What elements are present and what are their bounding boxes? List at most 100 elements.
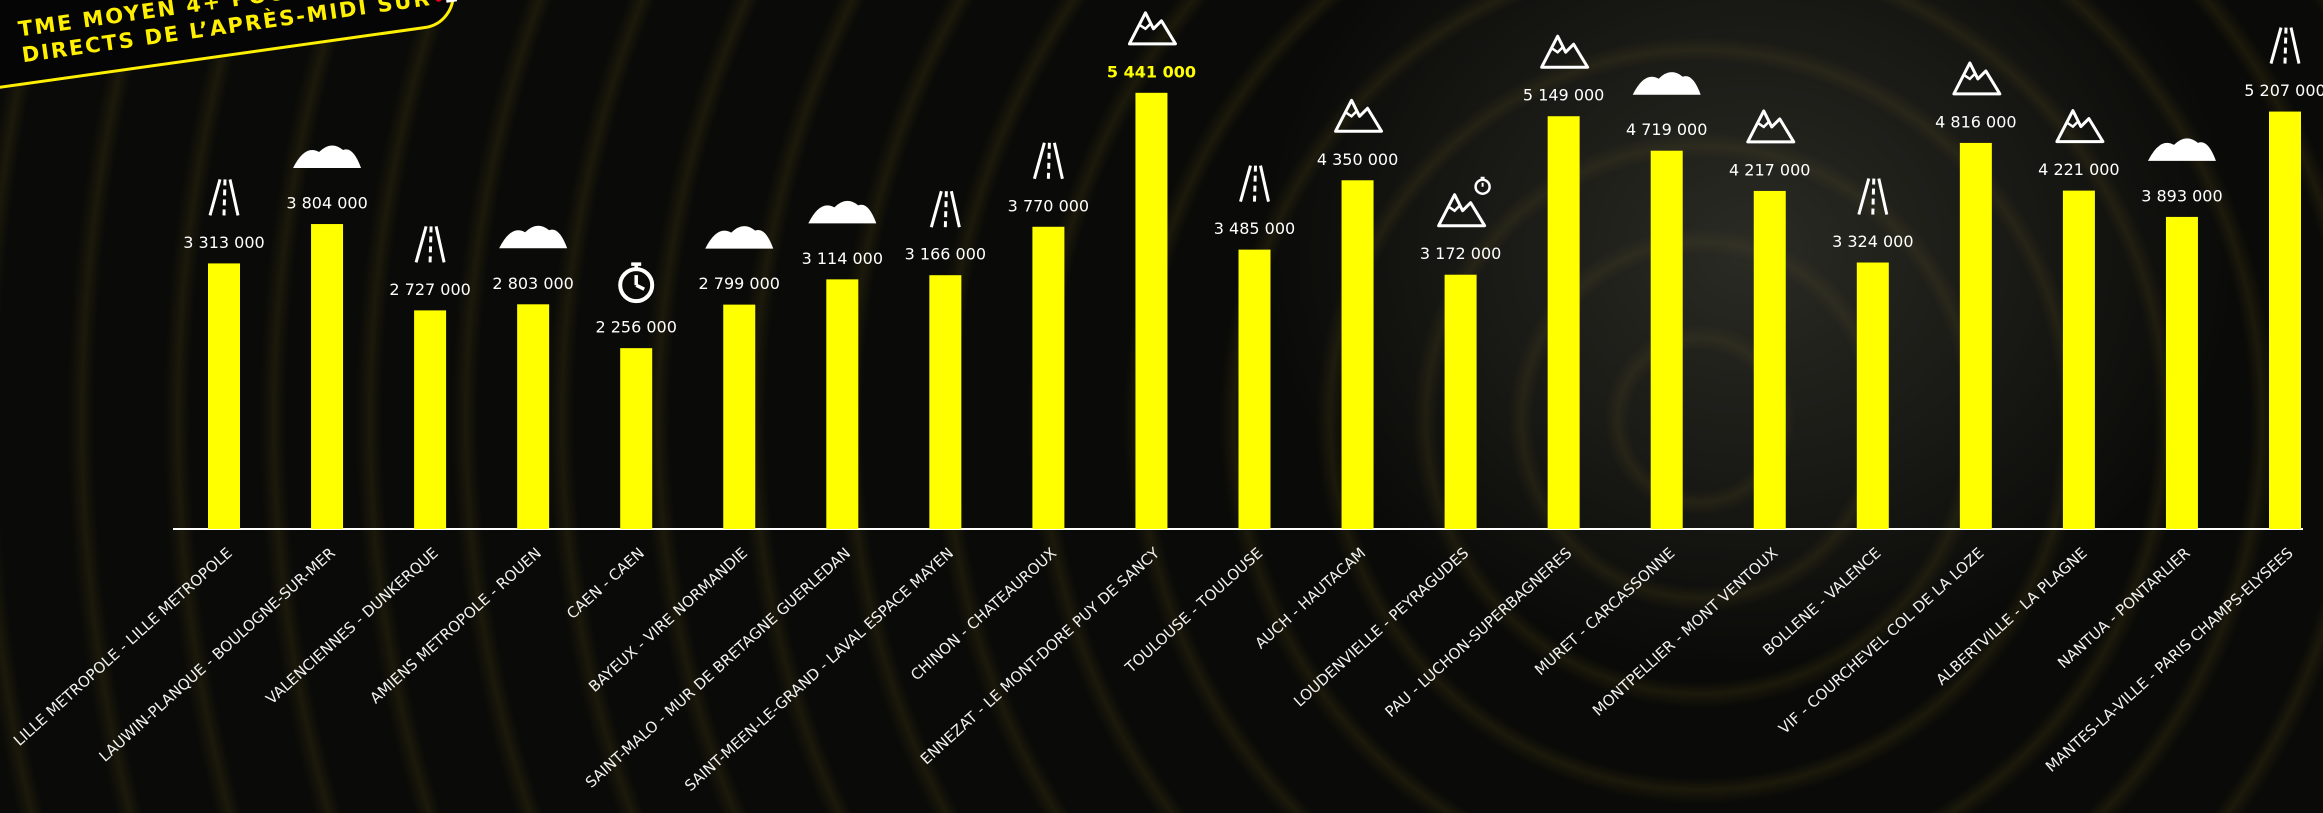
value-label: 3 166 000 (905, 245, 986, 264)
bar (1341, 180, 1374, 529)
icon-part (1344, 110, 1358, 118)
icon-part (1632, 72, 1701, 95)
icon-part (499, 225, 568, 249)
value-label: 3 172 000 (1420, 244, 1501, 263)
bar (2269, 111, 2301, 529)
stage-icon (1032, 142, 1064, 180)
icon-part (2283, 27, 2288, 64)
bar (723, 304, 756, 529)
x-tick-label: MONTPELLIER - MONT VENTOUX (1589, 544, 1781, 720)
stage-icon (705, 226, 774, 249)
icon-part (1963, 73, 1976, 81)
bar (414, 310, 447, 529)
x-tick-label: VALENCIENNES - DUNKERQUE (262, 544, 441, 708)
x-tick-label: VIF - COURCHEVEL COL DE LA LOZE (1775, 544, 1987, 738)
stage-icon (2147, 138, 2216, 161)
stage-icon (1540, 34, 1590, 69)
bar (1753, 190, 1786, 529)
icon-part (1447, 204, 1461, 213)
icon-part (2055, 109, 2105, 144)
icon-part (1952, 61, 2002, 96)
x-tick-label: LAUWIN-PLANQUE - BOULOGNE-SUR-MER (96, 544, 339, 765)
icon-part (1550, 46, 1564, 54)
icon-part (208, 179, 240, 216)
bar (1444, 274, 1477, 529)
icon-part (1871, 178, 1876, 215)
value-label: 3 114 000 (802, 249, 883, 268)
icon-part (631, 262, 645, 291)
value-label: 3 313 000 (183, 233, 264, 252)
value-label: 4 816 000 (1935, 112, 2016, 131)
icon-part (428, 226, 433, 263)
icon-part (1757, 121, 1770, 129)
icon-part (1032, 142, 1064, 180)
stage-icon (1952, 61, 2002, 96)
stage-icon (1127, 11, 1177, 46)
value-label: 2 256 000 (595, 318, 676, 337)
icon-part (293, 145, 362, 169)
value-label: 5 441 000 (1107, 62, 1196, 81)
x-tick-label: ENNEZAT - LE MONT-DORE PUY DE SANCY (917, 543, 1164, 768)
bar (517, 304, 550, 529)
value-label: 4 221 000 (2038, 160, 2119, 179)
stage-icon (2055, 109, 2105, 144)
stage-icon (414, 225, 446, 263)
stage-icon (1334, 98, 1384, 133)
bar (929, 275, 962, 529)
bar (208, 263, 240, 529)
stage-icon (2269, 27, 2301, 64)
icon-part (2066, 120, 2079, 129)
bar (1032, 226, 1065, 529)
icon-part (1474, 178, 1491, 195)
stage-icon (1746, 109, 1796, 144)
x-tick-label: LILLE METROPOLE - LILLE METROPOLE (10, 544, 236, 750)
bar (1135, 92, 1168, 529)
x-tick-label: AMIENS METROPOLE - ROUEN (366, 544, 544, 707)
x-tick-label: LOUDENVIELLE - PEYRAGUDES (1290, 544, 1472, 710)
value-label: 3 485 000 (1214, 219, 1295, 238)
stage-icon (929, 190, 961, 228)
bar (620, 348, 653, 529)
bar (2165, 216, 2198, 529)
icon-part (2147, 138, 2216, 161)
stage-icon (208, 179, 240, 216)
value-label: 5 207 000 (2244, 81, 2323, 100)
icon-part (1746, 109, 1796, 144)
icon-part (2269, 27, 2301, 64)
value-label: 2 727 000 (389, 280, 470, 299)
stage-icon (499, 225, 568, 249)
icon-part (1127, 11, 1177, 46)
x-tick-label: PAU - LUCHON-SUPERBAGNERES (1382, 544, 1576, 721)
bar (1650, 150, 1683, 530)
icon-part (222, 179, 227, 216)
value-label: 4 719 000 (1626, 120, 1707, 139)
stage-icon (1437, 176, 1491, 228)
icon-part (1239, 165, 1270, 203)
value-label: 3 324 000 (1832, 232, 1913, 251)
bar (1856, 262, 1889, 529)
icon-part (929, 190, 961, 228)
stage-icon (1857, 178, 1889, 215)
value-label: 3 804 000 (286, 194, 367, 213)
icon-part (1138, 22, 1152, 31)
value-label: 2 799 000 (699, 274, 780, 293)
icon-part (943, 191, 948, 228)
bar (826, 279, 859, 529)
value-label: 3 893 000 (2141, 186, 2222, 205)
stage-icon (293, 145, 362, 169)
stage-icon (1239, 165, 1270, 203)
value-label: 4 350 000 (1317, 150, 1398, 169)
bar (311, 224, 344, 529)
bar (1959, 142, 1992, 529)
stage-icon (618, 262, 655, 304)
value-label: 4 217 000 (1729, 160, 1810, 179)
icon-part (1857, 178, 1889, 215)
icon-part (1253, 165, 1257, 202)
icon-part (1480, 176, 1485, 187)
bar (2062, 190, 2095, 529)
icon-part (414, 225, 446, 263)
stage-icon (808, 200, 877, 224)
value-label: 3 770 000 (1008, 196, 1089, 215)
